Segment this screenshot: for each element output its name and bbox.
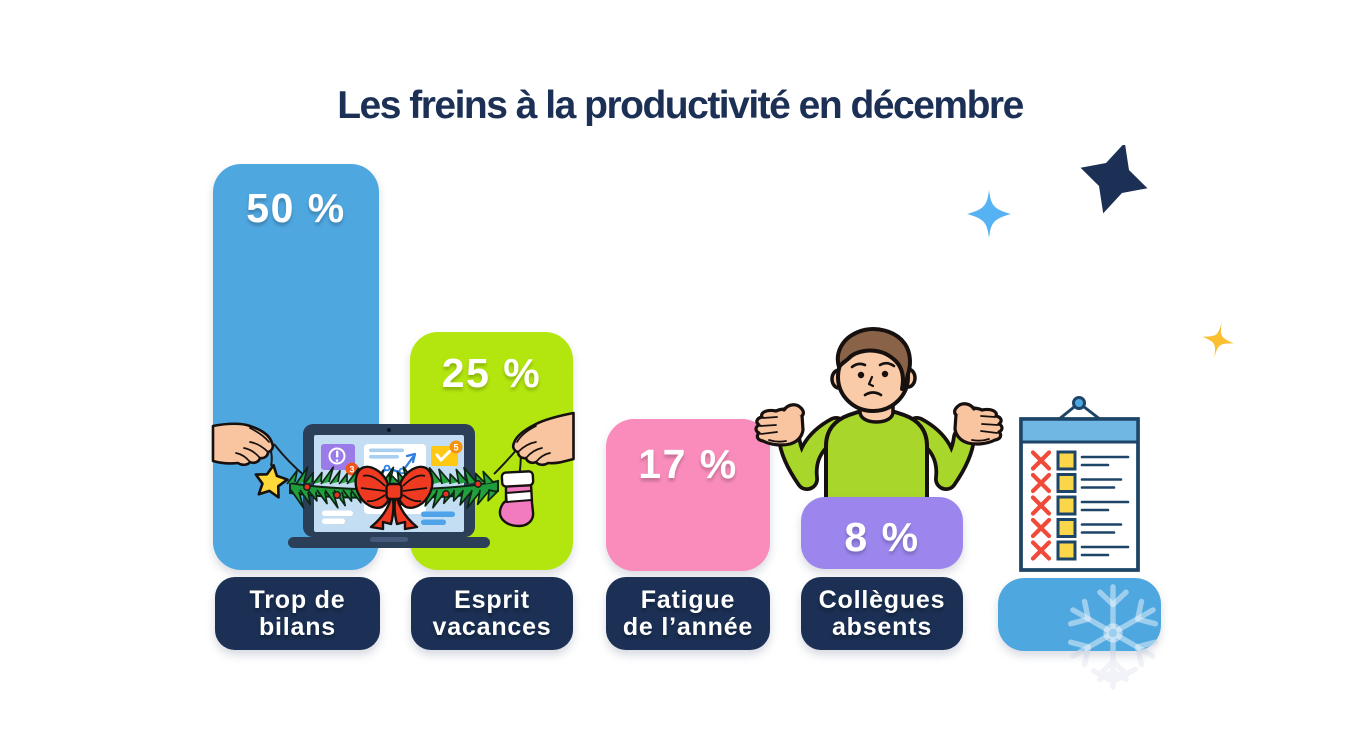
svg-text:5: 5: [453, 442, 458, 452]
svg-text:3: 3: [349, 464, 354, 474]
